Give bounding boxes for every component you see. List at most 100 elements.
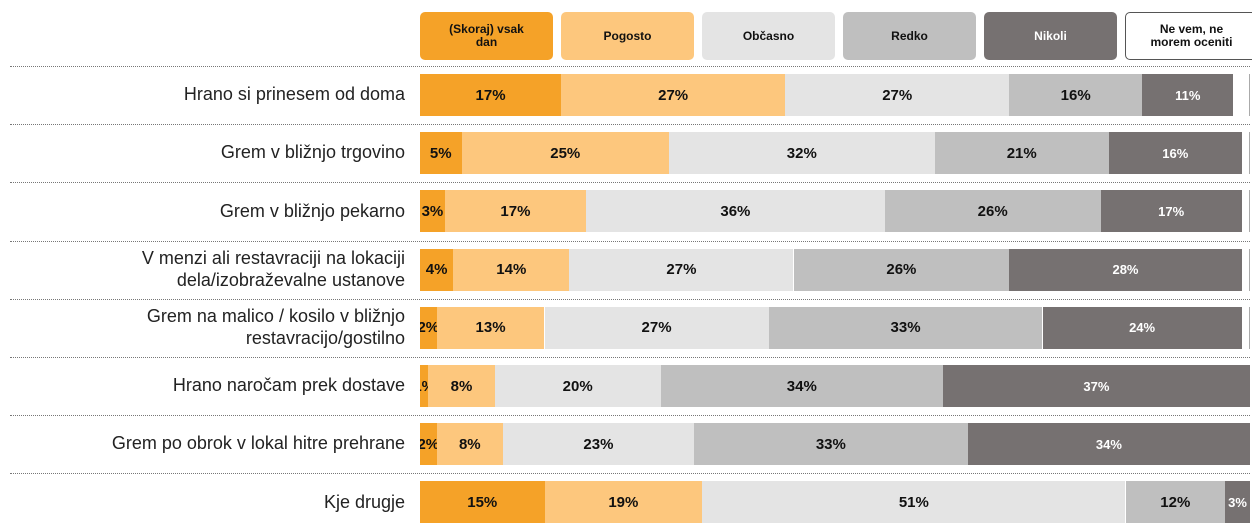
value-label: 23% (583, 435, 614, 453)
legend-label: Občasno (742, 28, 795, 43)
value-label: 26% (886, 261, 917, 279)
value-label: 37% (1083, 378, 1110, 394)
bar-segment: 2% (420, 423, 437, 466)
bar-segment: 19% (544, 481, 703, 524)
value-label: 3% (421, 202, 444, 220)
category-label: Hrano naročam prek dostave (172, 375, 405, 396)
value-label: 12% (1160, 493, 1191, 511)
value-label: 32% (786, 144, 817, 162)
bar-segment (1241, 132, 1250, 175)
separator (10, 124, 1250, 126)
value-label: 26% (977, 202, 1008, 220)
value-label: 14% (496, 261, 527, 279)
legend-item: Pogosto (561, 12, 694, 60)
legend-item: Občasno (702, 12, 835, 60)
separator (10, 240, 1250, 242)
bar-segment: 15% (420, 481, 545, 524)
bar-segment: 24% (1042, 306, 1242, 349)
legend-label: (Skoraj) vsak dan (449, 22, 524, 49)
bar-segment: 26% (884, 190, 1101, 233)
bar-segment: 16% (1009, 74, 1143, 116)
bar-segment: 28% (1009, 248, 1242, 291)
value-label: 21% (1006, 144, 1037, 162)
bar-segment: 1% (420, 365, 429, 407)
value-label: 13% (475, 319, 506, 337)
bar-segment: 26% (793, 248, 1010, 291)
value-label: 51% (898, 493, 929, 511)
legend-label: Pogosto (603, 28, 652, 43)
value-label: 5% (429, 144, 452, 162)
bar-segment: 13% (436, 306, 545, 349)
bar-segment (1233, 74, 1250, 116)
bar-segment: 34% (967, 423, 1250, 466)
category-label: Grem v bližnjo trgovino (220, 142, 405, 163)
value-label: 19% (608, 493, 639, 511)
bar-segment: 33% (693, 423, 968, 466)
legend-item: (Skoraj) vsak dan (420, 12, 553, 60)
bar-segment: 27% (544, 306, 769, 349)
value-label: 33% (890, 319, 921, 337)
value-label: 25% (550, 144, 581, 162)
value-label: 17% (500, 202, 531, 220)
value-label: 17% (1158, 203, 1185, 219)
category-label: Grem na malico / kosilo v bližnjo restav… (146, 306, 405, 348)
category-label: V menzi ali restavraciji na lokaciji del… (141, 248, 405, 290)
bar-segment: 17% (420, 74, 562, 116)
separator (10, 65, 1250, 67)
bar-segment (1241, 190, 1250, 233)
bar-segment: 2% (420, 306, 437, 349)
bar-segment (1241, 306, 1250, 349)
bar-segment: 34% (660, 365, 943, 407)
value-label: 15% (467, 493, 498, 511)
bar-segment: 11% (1142, 74, 1234, 116)
category-label: Grem v bližnjo pekarno (219, 200, 405, 221)
value-label: 2% (420, 319, 437, 337)
value-label: 11% (1175, 87, 1201, 103)
bar-segment: 8% (428, 365, 495, 407)
bar-segment: 51% (702, 481, 1126, 524)
value-label: 33% (815, 435, 846, 453)
separator (10, 473, 1250, 475)
value-label: 34% (1095, 436, 1122, 452)
value-label: 27% (658, 86, 689, 104)
legend-item: Redko (843, 12, 976, 60)
value-label: 16% (1060, 86, 1091, 104)
bar-segment: 5% (420, 132, 462, 175)
bar-segment: 16% (1108, 132, 1242, 175)
value-label: 4% (425, 261, 448, 279)
value-label: 27% (882, 86, 913, 104)
bar-segment: 32% (669, 132, 935, 175)
category-label: Kje drugje (323, 491, 405, 512)
bar-segment: 8% (436, 423, 503, 466)
bar-segment: 12% (1125, 481, 1226, 524)
value-label: 36% (720, 202, 751, 220)
bar-segment: 27% (569, 248, 794, 291)
bar-segment: 17% (1100, 190, 1242, 233)
value-label: 28% (1112, 262, 1139, 278)
value-label: 20% (562, 377, 593, 395)
bar-segment: 25% (461, 132, 669, 175)
bar-segment: 27% (561, 74, 786, 116)
bar-segment: 17% (444, 190, 586, 233)
bar-segment: 33% (768, 306, 1043, 349)
value-label: 17% (475, 86, 506, 104)
separator (10, 415, 1250, 417)
separator (10, 182, 1250, 184)
separator (10, 356, 1250, 358)
value-label: 8% (458, 435, 481, 453)
value-label: 24% (1129, 320, 1156, 336)
value-label: 16% (1162, 145, 1189, 161)
legend-label: Ne vem, ne morem oceniti (1150, 22, 1233, 49)
value-label: 2% (420, 435, 437, 453)
legend-label: Nikoli (1034, 28, 1067, 43)
value-label: 1% (420, 378, 428, 395)
value-label: 27% (666, 261, 697, 279)
bar-segment: 23% (503, 423, 694, 466)
bar-segment: 21% (934, 132, 1109, 175)
bar-segment (1241, 248, 1250, 291)
category-label: Hrano si prinesem od doma (183, 84, 405, 105)
value-label: 3% (1228, 494, 1247, 510)
legend-item: Ne vem, ne morem oceniti (1125, 12, 1252, 60)
bar-segment: 14% (453, 248, 570, 291)
